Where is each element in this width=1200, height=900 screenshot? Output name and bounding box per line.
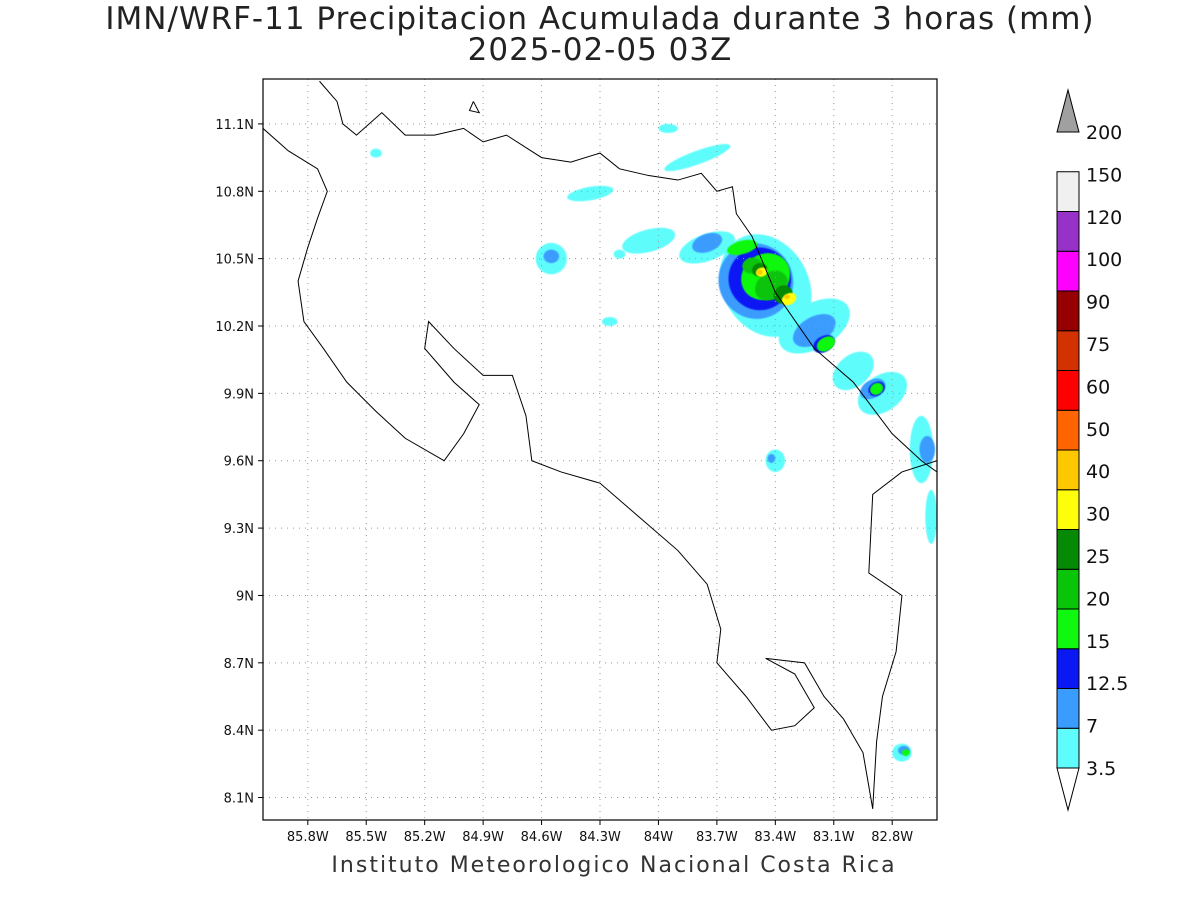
- precip-level-7: [756, 269, 790, 300]
- colorbar-swatch: [1056, 370, 1080, 411]
- precip-cell: [622, 227, 676, 254]
- lat-tick-label: 9.9N: [224, 387, 254, 402]
- lat-tick-label: 9.6N: [224, 455, 254, 470]
- precip-cell: [613, 249, 626, 259]
- colorbar-label: 50: [1086, 419, 1110, 441]
- colorbar-swatch: [1056, 568, 1080, 610]
- lat-tick-label: 10.2N: [215, 320, 254, 335]
- precip-cell: [567, 185, 614, 202]
- colorbar-label: 200: [1086, 122, 1122, 144]
- lon-tick-label: 85.8W: [287, 830, 329, 845]
- colorbar-underflow-arrow: [1056, 767, 1080, 812]
- colorbar-label: 150: [1086, 164, 1122, 186]
- lon-tick-label: 84.9W: [462, 830, 504, 845]
- coastlines: [263, 80, 937, 809]
- precip-cell: [727, 239, 758, 256]
- precip-cell: [601, 317, 618, 326]
- lat-tick-label: 11.1N: [215, 118, 254, 133]
- colorbar-swatch: [1056, 250, 1080, 292]
- colorbar-label: 3.5: [1086, 758, 1116, 780]
- precip-cell: [925, 489, 937, 544]
- panama-border: [868, 460, 937, 809]
- precip-cell: [543, 249, 560, 264]
- graticule: [263, 79, 937, 820]
- lat-tick-label: 9.3N: [224, 522, 254, 537]
- lon-tick-label: 84.3W: [579, 830, 621, 845]
- lon-tick-label: 83.1W: [813, 830, 855, 845]
- colorbar-swatch: [1056, 211, 1080, 252]
- precip-cell: [870, 382, 884, 395]
- colorbar-label: 30: [1086, 504, 1110, 526]
- precip-cell: [370, 148, 382, 158]
- pacific-coastline: [263, 128, 874, 809]
- colorbar-swatch: [1056, 409, 1080, 451]
- colorbar-label: 40: [1086, 461, 1110, 483]
- caribbean-coastline: [319, 80, 937, 473]
- lat-tick-label: 8.7N: [224, 657, 254, 672]
- lon-tick-label: 83.4W: [754, 830, 796, 845]
- colorbar-label: 60: [1086, 376, 1110, 398]
- colorbar-label: 15: [1086, 631, 1110, 653]
- longitude-axis: 85.8W 85.5W 85.2W 84.9W 84.6W 84.3W 84W 83.7W 83…: [287, 820, 913, 845]
- precip-level-0: [370, 123, 937, 762]
- precip-cell: [756, 269, 763, 275]
- colorbar-label: 120: [1086, 207, 1122, 229]
- precip-cell: [692, 232, 723, 253]
- lon-tick-label: 83.7W: [696, 830, 738, 845]
- lon-tick-label: 84.6W: [521, 830, 563, 845]
- colorbar-label: 20: [1086, 588, 1110, 610]
- map-title: IMN/WRF-11 Precipitacion Acumulada duran…: [105, 1, 1095, 37]
- lon-tick-label: 84W: [644, 830, 674, 845]
- colorbar-swatch: [1056, 727, 1080, 769]
- precip-cell: [919, 436, 936, 463]
- colorbar-label: 12.5: [1086, 673, 1128, 695]
- precip-cell: [664, 144, 731, 172]
- lat-tick-label: 8.4N: [224, 724, 254, 739]
- precip-cell: [816, 336, 836, 352]
- colorbar-label: 7: [1086, 716, 1098, 738]
- colorbar-label: 25: [1086, 546, 1110, 568]
- lat-tick-label: 10.5N: [215, 253, 254, 268]
- precipitation-field: [370, 123, 937, 762]
- colorbar-swatch: [1056, 489, 1080, 530]
- lon-tick-label: 82.8W: [871, 830, 913, 845]
- colorbar-swatch: [1056, 608, 1080, 650]
- colorbar-label: 75: [1086, 334, 1110, 356]
- precip-cell: [832, 351, 874, 391]
- colorbar-label: 90: [1086, 292, 1110, 314]
- lat-tick-label: 8.1N: [224, 792, 254, 807]
- colorbar-swatch: [1056, 171, 1080, 212]
- lon-tick-label: 85.2W: [404, 830, 446, 845]
- precip-cell: [767, 453, 776, 463]
- colorbar-swatch: [1056, 449, 1080, 491]
- latitude-axis: 11.1N 10.8N 10.5N 10.2N 9.9N 9.6N 9.3N 9N 8.7N 8.…: [215, 118, 263, 807]
- lake-island: [468, 101, 481, 114]
- precip-cell: [658, 123, 678, 133]
- precip-cell: [901, 749, 910, 757]
- lon-tick-label: 85.5W: [345, 830, 387, 845]
- colorbar-swatch: [1056, 290, 1080, 332]
- lat-tick-label: 10.8N: [215, 185, 254, 200]
- precip-cell: [784, 294, 790, 300]
- colorbar-overflow-arrow: [1056, 88, 1080, 133]
- colorbar-legend: 3.5 7 12.5 15 20 25 30 40 50 60 75 90 100 120 150 200: [1056, 88, 1128, 812]
- colorbar-swatch: [1056, 648, 1080, 689]
- colorbar-label: 100: [1086, 249, 1122, 271]
- map-credit: Instituto Meteorologico Nacional Costa R…: [331, 853, 897, 878]
- map-valid-time: 2025-02-05 03Z: [467, 32, 733, 68]
- lat-tick-label: 9N: [236, 589, 254, 604]
- colorbar-swatch: [1056, 330, 1080, 371]
- colorbar-swatch: [1056, 688, 1080, 729]
- colorbar-swatch: [1056, 529, 1080, 570]
